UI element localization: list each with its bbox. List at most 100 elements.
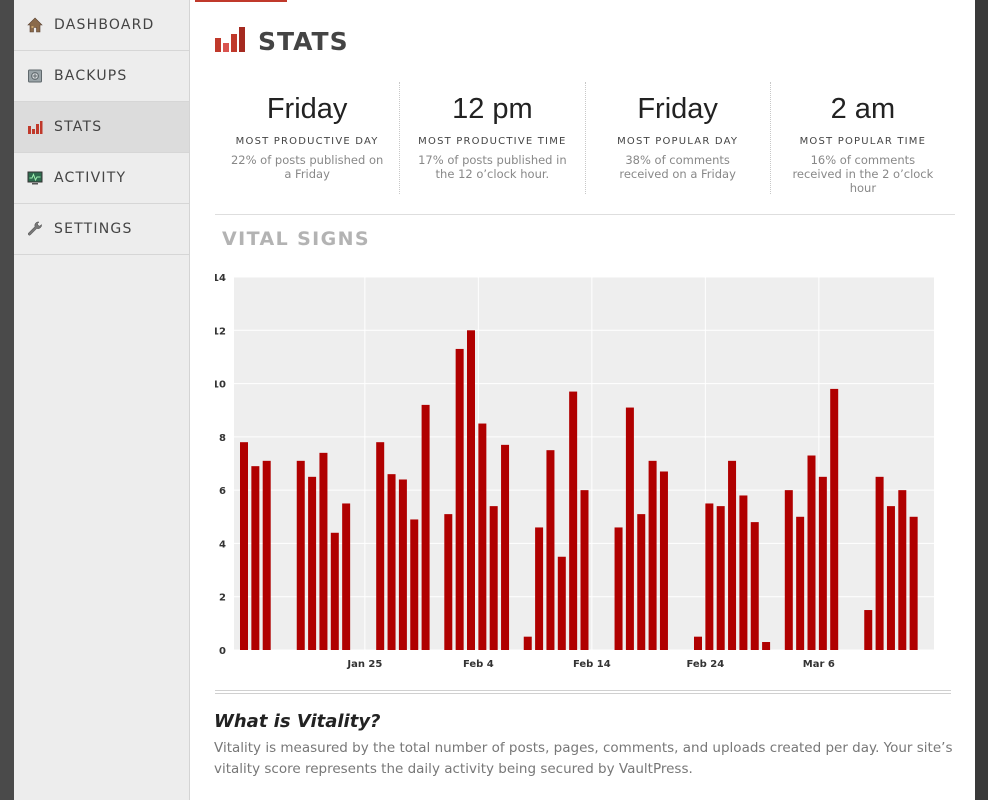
- wrench-icon: [27, 221, 43, 237]
- stat-description: 38% of comments received on a Friday: [619, 153, 736, 181]
- page-header: STATS: [215, 26, 349, 56]
- sidebar-item-label: BACKUPS: [54, 68, 128, 84]
- x-tick-label: Mar 6: [803, 659, 835, 670]
- page-title: STATS: [258, 26, 349, 56]
- chart-bar: [330, 532, 339, 650]
- chart-bar: [864, 610, 873, 650]
- stat-value: Friday: [266, 93, 348, 125]
- stat-value: 12 pm: [452, 93, 533, 125]
- chart-bar: [546, 450, 555, 650]
- chart-bar: [444, 514, 453, 650]
- y-tick-label: 0: [219, 646, 226, 657]
- main-content: STATS Friday MOST PRODUCTIVE DAY 22% of …: [191, 0, 975, 800]
- sidebar-item-settings[interactable]: SETTINGS: [14, 204, 189, 255]
- chart-bar: [694, 636, 702, 650]
- window-edge: [975, 0, 988, 800]
- chart-bar: [762, 642, 771, 650]
- chart-bar: [705, 503, 714, 650]
- sidebar-item-dashboard[interactable]: DASHBOARD: [14, 0, 189, 51]
- chart-bar: [784, 490, 793, 650]
- y-tick-label: 10: [215, 380, 226, 391]
- chart-bar: [750, 522, 759, 650]
- stat-description: 22% of posts published on a Friday: [230, 153, 384, 181]
- sidebar-item-backups[interactable]: BACKUPS: [14, 51, 189, 102]
- stat-description: 17% of posts published in the 12 o’clock…: [418, 153, 567, 181]
- y-tick-label: 6: [219, 486, 226, 497]
- chart-bar: [807, 455, 816, 650]
- sidebar-item-label: STATS: [54, 119, 103, 135]
- chart-bar: [376, 442, 385, 650]
- chart-bar: [410, 519, 419, 650]
- chart-bar: [240, 442, 248, 650]
- active-tab-accent: [195, 0, 287, 2]
- chart-bar: [308, 476, 317, 650]
- chart-bar: [523, 636, 532, 650]
- sidebar: DASHBOARD BACKUPS STATS ACTIVITY SETTING…: [14, 0, 190, 800]
- y-tick-label: 14: [215, 273, 226, 284]
- chart-bar: [569, 391, 578, 650]
- chart-bar: [637, 514, 646, 650]
- chart-bar: [739, 495, 748, 650]
- chart-bar: [557, 556, 566, 650]
- vitality-heading: What is Vitality?: [214, 711, 381, 732]
- chart-bar: [580, 490, 589, 650]
- vault-icon: [27, 68, 43, 84]
- stat-most-productive-day: Friday MOST PRODUCTIVE DAY 22% of posts …: [215, 82, 401, 194]
- chart-bar: [886, 506, 895, 650]
- chart-bar: [648, 460, 657, 650]
- chart-bar: [342, 503, 351, 650]
- chart-bar: [728, 460, 737, 650]
- chart-bar: [830, 388, 839, 650]
- chart-bar: [478, 423, 487, 650]
- y-tick-label: 2: [219, 593, 226, 604]
- chart-bar: [319, 452, 328, 650]
- divider: [215, 214, 955, 215]
- chart-bar: [898, 490, 907, 650]
- stat-caption: MOST POPULAR TIME: [799, 136, 927, 147]
- chart-bar: [818, 476, 827, 650]
- chart-bar: [489, 506, 498, 650]
- sidebar-item-activity[interactable]: ACTIVITY: [14, 153, 189, 204]
- chart-bar: [262, 460, 271, 650]
- stat-caption: MOST POPULAR DAY: [617, 136, 739, 147]
- chart-bar: [659, 471, 668, 650]
- monitor-icon: [27, 170, 43, 186]
- y-tick-label: 12: [215, 326, 226, 337]
- chart-bar: [796, 516, 805, 650]
- chart-bar: [251, 466, 260, 650]
- bar-chart-icon: [27, 119, 43, 135]
- stat-value: Friday: [637, 93, 718, 125]
- sidebar-item-stats[interactable]: STATS: [14, 102, 189, 153]
- stat-value: 2 am: [830, 93, 896, 125]
- stat-description: 16% of comments received in the 2 o’cloc…: [792, 153, 934, 195]
- chart-bar: [625, 407, 634, 650]
- chart-bar: [398, 479, 407, 650]
- house-icon: [27, 17, 43, 33]
- bar-chart-icon: [215, 26, 246, 56]
- chart-svg: 0 2 4 6 8 10 12 14 Jan 25 Feb 4 Feb 14 Feb 24 Mar 6: [212, 273, 934, 670]
- stat-most-popular-day: Friday MOST POPULAR DAY 38% of comments …: [586, 82, 771, 194]
- vital-signs-chart: 0 2 4 6 8 10 12 14 Jan 25 Feb 4 Feb 14 Feb 24 Mar 6: [212, 262, 955, 682]
- x-tick-label: Feb 14: [573, 659, 611, 670]
- stats-summary: Friday MOST PRODUCTIVE DAY 22% of posts …: [215, 82, 955, 195]
- stat-most-popular-time: 2 am MOST POPULAR TIME 16% of comments r…: [771, 82, 955, 195]
- chart-bar: [614, 527, 623, 650]
- section-title-vital-signs: VITAL SIGNS: [222, 228, 371, 250]
- chart-bar: [296, 460, 305, 650]
- chart-bar: [421, 404, 430, 650]
- stat-caption: MOST PRODUCTIVE TIME: [418, 136, 567, 147]
- chart-bar: [875, 476, 884, 650]
- chart-bar: [716, 506, 725, 650]
- chart-bar: [909, 516, 918, 650]
- stat-most-productive-time: 12 pm MOST PRODUCTIVE TIME 17% of posts …: [400, 82, 586, 194]
- stat-caption: MOST PRODUCTIVE DAY: [235, 136, 379, 147]
- y-tick-label: 8: [219, 433, 226, 444]
- x-tick-label: Feb 24: [686, 659, 724, 670]
- x-tick-label: Feb 4: [463, 659, 494, 670]
- divider: [215, 690, 951, 694]
- y-tick-label: 4: [219, 539, 226, 550]
- chart-bar: [467, 330, 475, 650]
- sidebar-item-label: ACTIVITY: [54, 170, 127, 186]
- vitality-description: Vitality is measured by the total number…: [214, 740, 953, 777]
- chart-bar: [387, 474, 396, 650]
